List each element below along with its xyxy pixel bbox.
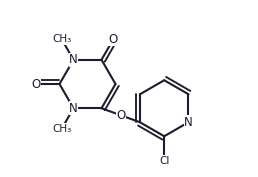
Text: Cl: Cl	[159, 156, 170, 166]
Text: CH₃: CH₃	[52, 124, 71, 134]
Text: N: N	[184, 116, 193, 129]
Text: CH₃: CH₃	[52, 34, 71, 44]
Text: N: N	[69, 53, 78, 66]
Text: O: O	[109, 33, 118, 46]
Text: N: N	[69, 102, 78, 115]
Text: O: O	[116, 109, 125, 122]
Text: O: O	[31, 78, 40, 90]
